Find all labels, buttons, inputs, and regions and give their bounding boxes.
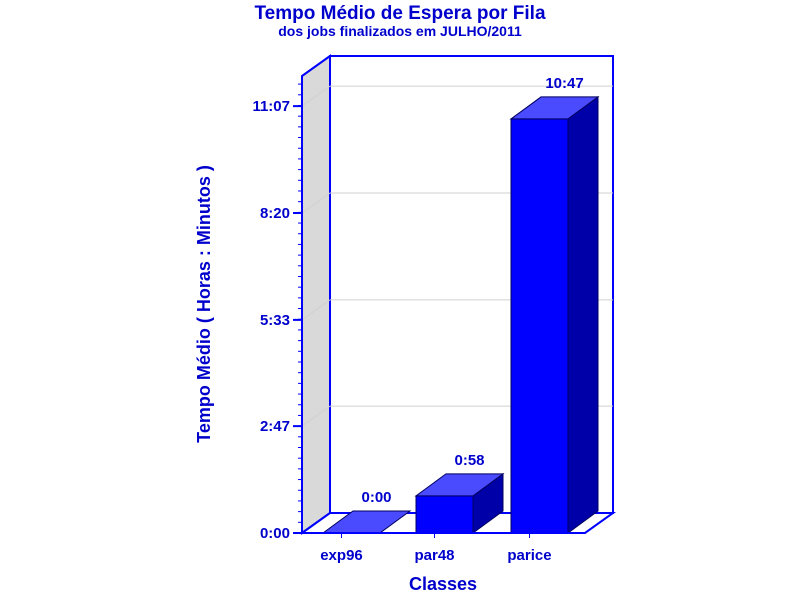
- y-tick-label: 0:00: [260, 525, 290, 542]
- bar-parice: 10:47: [509, 75, 600, 534]
- bar-exp96: 0:00: [321, 489, 412, 534]
- bar-front: [510, 118, 569, 534]
- x-tick-label: par48: [414, 547, 454, 564]
- x-tick-label: parice: [507, 547, 551, 564]
- y-tick-label: 5:33: [260, 312, 290, 329]
- bar-top: [509, 96, 600, 120]
- gridline-side: [301, 192, 331, 214]
- x-axis: exp96 par48 parice: [302, 532, 585, 564]
- bars: 0:00 0:58 10:47: [321, 75, 600, 534]
- gridline-side: [301, 405, 331, 427]
- bar-front: [415, 495, 474, 534]
- bar-value-label: 10:47: [545, 75, 583, 92]
- chart-subtitle: dos jobs finalizados em JULHO/2011: [278, 23, 522, 39]
- bar-top: [414, 473, 505, 497]
- x-tick-label: exp96: [320, 547, 363, 564]
- gridline-side: [301, 299, 331, 321]
- y-axis: 0:00 2:47 5:33 8:20 11:07: [252, 76, 303, 542]
- bar-side: [567, 95, 599, 534]
- bar-value-label: 0:00: [361, 489, 391, 506]
- x-axis-title: Classes: [409, 574, 477, 594]
- bar-value-label: 0:58: [454, 452, 484, 469]
- left-wall: [301, 54, 331, 535]
- y-tick-label: 2:47: [260, 418, 290, 435]
- bar-par48: 0:58: [414, 452, 505, 534]
- gridline-side: [301, 85, 331, 107]
- y-axis-title: Tempo Médio ( Horas : Minutos ): [194, 165, 214, 443]
- y-tick-label: 8:20: [260, 205, 290, 222]
- chart-title: Tempo Médio de Espera por Fila: [254, 3, 546, 24]
- y-tick-label: 11:07: [252, 98, 290, 115]
